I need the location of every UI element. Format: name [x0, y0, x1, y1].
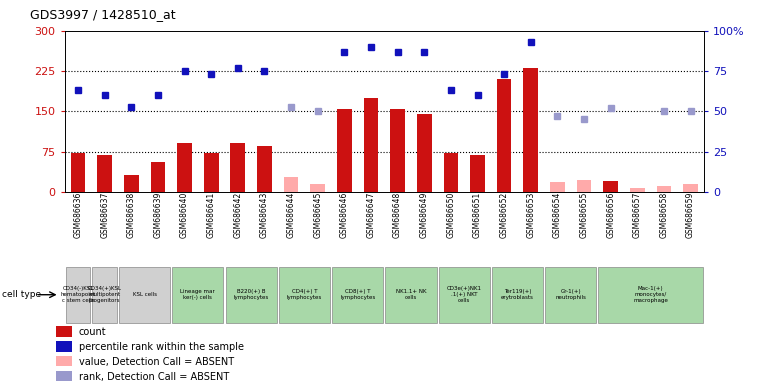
Bar [124, 175, 139, 192]
Text: GSM686653: GSM686653 [527, 192, 535, 238]
Bar [231, 142, 245, 192]
Text: GSM686645: GSM686645 [314, 192, 322, 238]
Bar [545, 267, 597, 323]
Text: KSL cells: KSL cells [132, 292, 157, 297]
Bar [204, 153, 218, 192]
Text: GSM686637: GSM686637 [100, 192, 109, 238]
Text: Lineage mar
ker(-) cells: Lineage mar ker(-) cells [180, 289, 215, 300]
Text: value, Detection Call = ABSENT: value, Detection Call = ABSENT [79, 357, 234, 367]
Text: Mac-1(+)
monocytes/
macrophage: Mac-1(+) monocytes/ macrophage [633, 286, 668, 303]
Bar [337, 109, 352, 192]
Text: GSM686648: GSM686648 [393, 192, 402, 238]
Text: GSM686647: GSM686647 [367, 192, 375, 238]
Bar [284, 177, 298, 192]
Bar [390, 109, 405, 192]
Text: GSM686657: GSM686657 [633, 192, 642, 238]
Text: GSM686640: GSM686640 [180, 192, 189, 238]
Bar [56, 326, 72, 337]
Text: GSM686659: GSM686659 [686, 192, 695, 238]
Bar [225, 267, 277, 323]
Bar [364, 98, 378, 192]
Bar [550, 182, 565, 192]
Bar [257, 146, 272, 192]
Bar [56, 371, 72, 381]
Text: GSM686644: GSM686644 [287, 192, 295, 238]
Text: count: count [79, 327, 107, 337]
Bar [444, 153, 458, 192]
Text: Gr-1(+)
neutrophils: Gr-1(+) neutrophils [556, 289, 586, 300]
Bar [470, 156, 485, 192]
Text: GSM686655: GSM686655 [580, 192, 588, 238]
Bar [497, 79, 511, 192]
Text: GSM686641: GSM686641 [207, 192, 215, 238]
Text: NK1.1+ NK
cells: NK1.1+ NK cells [396, 289, 426, 300]
Bar [177, 142, 192, 192]
Text: GSM686636: GSM686636 [74, 192, 82, 238]
Text: GSM686650: GSM686650 [447, 192, 455, 238]
Text: GSM686649: GSM686649 [420, 192, 428, 238]
Bar [172, 267, 224, 323]
Text: GSM686654: GSM686654 [553, 192, 562, 238]
Text: cell type: cell type [2, 290, 40, 299]
Bar [577, 180, 591, 192]
Bar [56, 356, 72, 366]
Text: GSM686652: GSM686652 [500, 192, 508, 238]
Text: Ter119(+)
erytroblasts: Ter119(+) erytroblasts [501, 289, 534, 300]
Text: GSM686658: GSM686658 [660, 192, 668, 238]
Bar [657, 185, 671, 192]
Text: GSM686638: GSM686638 [127, 192, 135, 238]
Text: GSM686656: GSM686656 [607, 192, 615, 238]
Bar [65, 267, 91, 323]
Bar [603, 181, 618, 192]
Text: B220(+) B
lymphocytes: B220(+) B lymphocytes [234, 289, 269, 300]
Bar [417, 114, 431, 192]
Bar [385, 267, 437, 323]
Bar [598, 267, 703, 323]
Text: GSM686651: GSM686651 [473, 192, 482, 238]
Bar [630, 188, 645, 192]
Text: percentile rank within the sample: percentile rank within the sample [79, 342, 244, 352]
Text: GSM686646: GSM686646 [340, 192, 349, 238]
Bar [97, 156, 112, 192]
Text: CD34(-)KSL
hematopoiet
c stem cells: CD34(-)KSL hematopoiet c stem cells [60, 286, 96, 303]
Text: CD8(+) T
lymphocytes: CD8(+) T lymphocytes [340, 289, 375, 300]
Bar [92, 267, 117, 323]
Bar [56, 341, 72, 352]
Bar [71, 153, 85, 192]
Text: CD4(+) T
lymphocytes: CD4(+) T lymphocytes [287, 289, 322, 300]
Text: CD34(+)KSL
multipotent
progenitors: CD34(+)KSL multipotent progenitors [88, 286, 122, 303]
Bar [524, 68, 538, 192]
Text: GSM686643: GSM686643 [260, 192, 269, 238]
Bar [310, 184, 325, 192]
Text: GSM686639: GSM686639 [154, 192, 162, 238]
Bar [332, 267, 384, 323]
Bar [683, 184, 698, 192]
Text: GSM686642: GSM686642 [234, 192, 242, 238]
Text: GDS3997 / 1428510_at: GDS3997 / 1428510_at [30, 8, 176, 21]
Text: CD3e(+)NK1
.1(+) NKT
cells: CD3e(+)NK1 .1(+) NKT cells [447, 286, 482, 303]
Bar [492, 267, 543, 323]
Text: rank, Detection Call = ABSENT: rank, Detection Call = ABSENT [79, 372, 229, 382]
Bar [151, 162, 165, 192]
Bar [438, 267, 490, 323]
Bar [119, 267, 170, 323]
Bar [279, 267, 330, 323]
